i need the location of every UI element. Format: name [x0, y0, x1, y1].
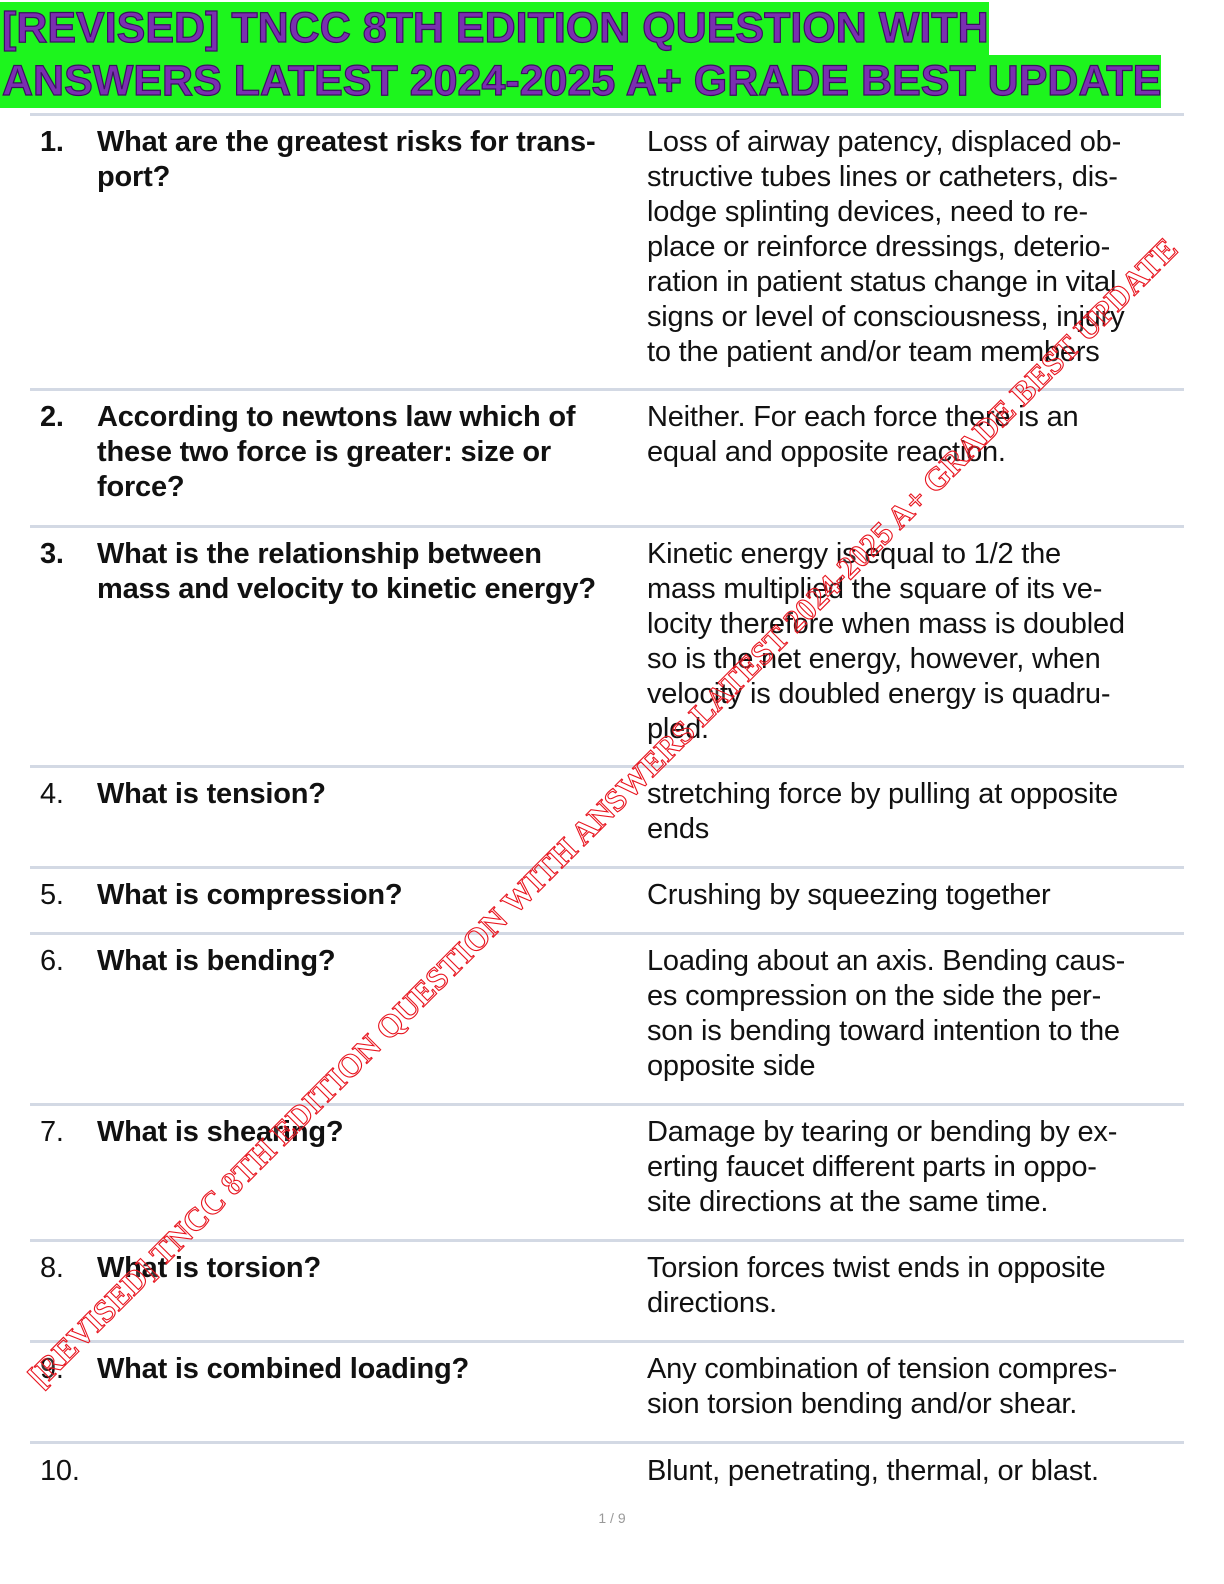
row-separator [30, 113, 1184, 116]
answer-line: mass multiplied the square of its ve- [647, 573, 1103, 605]
answer-line: Blunt, penetrating, thermal, or blast. [647, 1455, 1099, 1487]
row-separator [30, 932, 1184, 935]
answer-line: Loading about an axis. Bending caus- [647, 945, 1126, 977]
row-separator [30, 1340, 1184, 1343]
answer-line: so is the net energy, however, when [647, 643, 1101, 675]
question-line: What is the relationship between [97, 538, 542, 570]
answer-line: Loss of airway patency, displaced ob- [647, 126, 1122, 158]
answer-line: site directions at the same time. [647, 1186, 1049, 1218]
answer-line: to the patient and/or team members [647, 336, 1100, 368]
title-line: ANSWERS LATEST 2024-2025 A+ GRADE BEST U… [0, 55, 1162, 108]
answer-line: es compression on the side the per- [647, 980, 1102, 1012]
answer-line: Crushing by squeezing together [647, 879, 1051, 911]
row-separator [30, 1103, 1184, 1106]
question-line: What is tension? [97, 778, 326, 810]
answer-line: directions. [647, 1287, 777, 1319]
question-number: 4. [40, 778, 64, 810]
question-number: 9. [40, 1353, 64, 1385]
title-line: [REVISED] TNCC 8TH EDITION QUESTION WITH [0, 2, 989, 55]
answer-line: equal and opposite reaction. [647, 436, 1006, 468]
answer-line: Kinetic energy is equal to 1/2 the [647, 538, 1061, 570]
question-line: What is shearing? [97, 1116, 344, 1148]
question-number: 6. [40, 945, 64, 977]
row-separator [30, 765, 1184, 768]
answer-line: Neither. For each force there is an [647, 401, 1079, 433]
row-separator [30, 1239, 1184, 1242]
row-separator [30, 388, 1184, 391]
answer-line: signs or level of consciousness, injury [647, 301, 1125, 333]
question-line: What is torsion? [97, 1252, 321, 1284]
answer-line: pled. [647, 713, 709, 745]
answer-line: place or reinforce dressings, deterio- [647, 231, 1111, 263]
question-number: 1. [40, 126, 64, 158]
row-separator [30, 525, 1184, 528]
question-line: force? [97, 471, 185, 503]
question-line: mass and velocity to kinetic energy? [97, 573, 596, 605]
question-number: 2. [40, 401, 64, 433]
question-line: port? [97, 161, 171, 193]
answer-line: erting faucet different parts in oppo- [647, 1151, 1097, 1183]
row-separator [30, 1441, 1184, 1444]
question-line: What are the greatest risks for trans- [97, 126, 596, 158]
answer-line: Torsion forces twist ends in opposite [647, 1252, 1106, 1284]
answer-line: ends [647, 813, 710, 845]
answer-line: sion torsion bending and/or shear. [647, 1388, 1078, 1420]
answer-line: son is bending toward intention to the [647, 1015, 1120, 1047]
question-number: 3. [40, 538, 64, 570]
question-line: According to newtons law which of [97, 401, 576, 433]
answer-line: structive tubes lines or catheters, dis- [647, 161, 1118, 193]
question-line: What is combined loading? [97, 1353, 470, 1385]
answer-line: velocity is doubled energy is quadru- [647, 678, 1111, 710]
answer-line: lodge splinting devices, need to re- [647, 196, 1088, 228]
row-separator [30, 866, 1184, 869]
answer-line: locity therefore when mass is doubled [647, 608, 1125, 640]
answer-line: ration in patient status change in vital [647, 266, 1117, 298]
answer-line: stretching force by pulling at opposite [647, 778, 1118, 810]
answer-line: opposite side [647, 1050, 816, 1082]
question-line: these two force is greater: size or [97, 436, 551, 468]
question-number: 10. [40, 1455, 80, 1487]
question-number: 5. [40, 879, 64, 911]
question-line: What is bending? [97, 945, 336, 977]
question-number: 8. [40, 1252, 64, 1284]
question-line: What is compression? [97, 879, 403, 911]
question-number: 7. [40, 1116, 64, 1148]
page-number: 1 / 9 [598, 1510, 626, 1526]
answer-line: Damage by tearing or bending by ex- [647, 1116, 1118, 1148]
answer-line: Any combination of tension compres- [647, 1353, 1118, 1385]
